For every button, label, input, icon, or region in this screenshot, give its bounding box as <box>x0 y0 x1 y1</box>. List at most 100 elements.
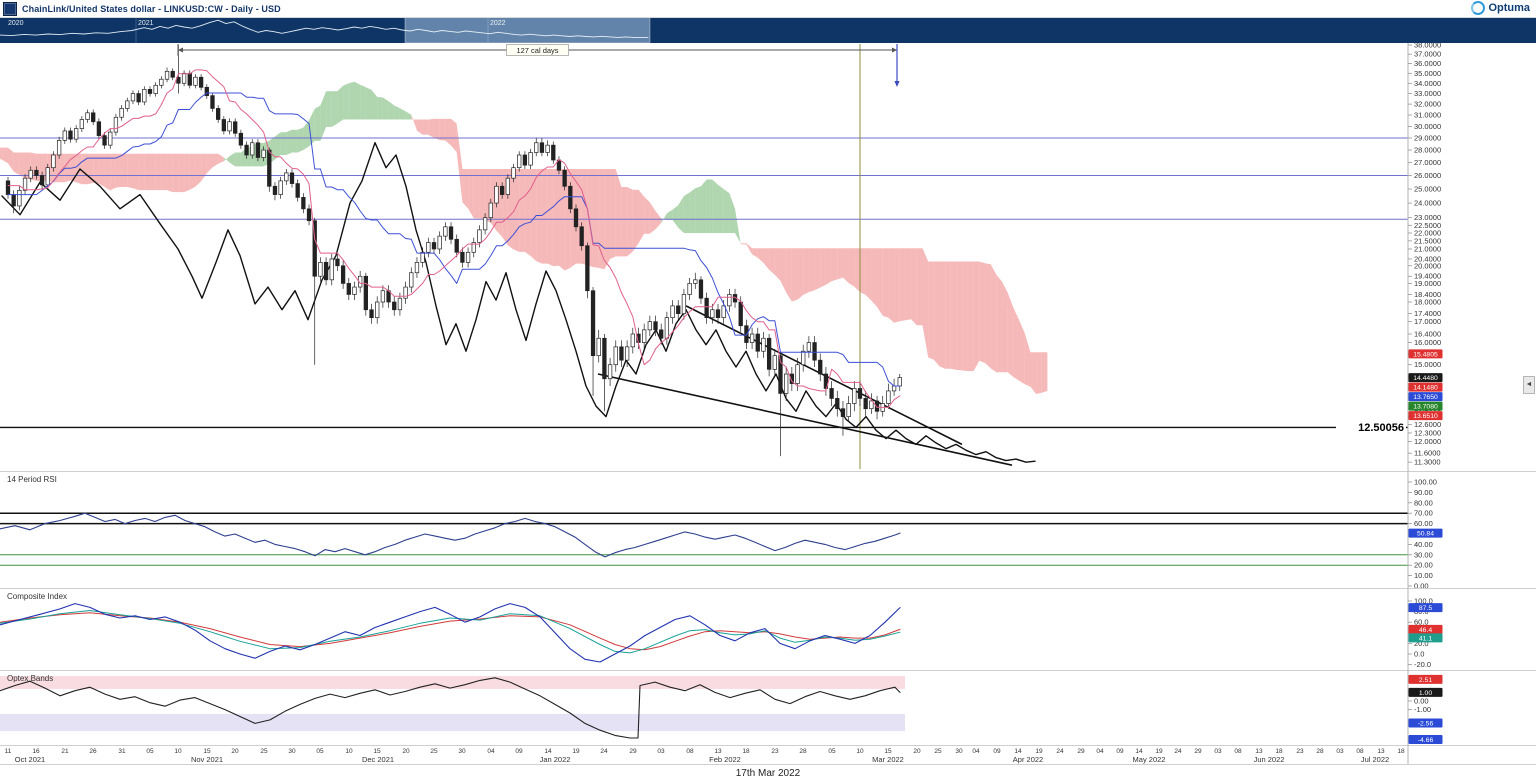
svg-text:18.4000: 18.4000 <box>1414 290 1441 299</box>
svg-text:05: 05 <box>828 748 836 755</box>
svg-text:12.6000: 12.6000 <box>1414 420 1441 429</box>
svg-text:30: 30 <box>288 748 296 755</box>
svg-text:05: 05 <box>146 748 154 755</box>
optuma-logo: Optuma <box>1471 1 1530 15</box>
svg-text:60.0: 60.0 <box>1414 618 1429 627</box>
svg-text:13.6510: 13.6510 <box>1413 413 1438 420</box>
svg-text:46.4: 46.4 <box>1419 627 1432 634</box>
svg-text:18: 18 <box>1275 748 1283 755</box>
measurement-annotation: 127 cal days <box>177 44 900 87</box>
chevron-left-icon: ◄ <box>1525 381 1533 388</box>
svg-text:28: 28 <box>1316 748 1324 755</box>
tenkan-line <box>7 69 901 408</box>
svg-text:21: 21 <box>61 748 69 755</box>
svg-text:29: 29 <box>1077 748 1085 755</box>
svg-text:08: 08 <box>1356 748 1364 755</box>
svg-text:03: 03 <box>657 748 665 755</box>
svg-text:70.00: 70.00 <box>1414 509 1433 518</box>
svg-text:16.0000: 16.0000 <box>1414 338 1441 347</box>
svg-text:19: 19 <box>1155 748 1163 755</box>
svg-text:15.4805: 15.4805 <box>1413 351 1438 358</box>
svg-text:24.0000: 24.0000 <box>1414 199 1441 208</box>
svg-text:35.0000: 35.0000 <box>1414 69 1441 78</box>
svg-text:27.0000: 27.0000 <box>1414 158 1441 167</box>
svg-text:0.0: 0.0 <box>1414 650 1424 659</box>
svg-text:23: 23 <box>1296 748 1304 755</box>
composite-index-panel[interactable]: 100.080.060.040.020.00.0-20.087.546.441.… <box>0 588 1536 670</box>
svg-text:Nov 2021: Nov 2021 <box>191 755 223 764</box>
svg-text:30: 30 <box>458 748 466 755</box>
svg-text:03: 03 <box>1336 748 1344 755</box>
svg-text:20.4000: 20.4000 <box>1414 254 1441 263</box>
svg-text:18: 18 <box>1397 748 1405 755</box>
svg-text:08: 08 <box>1234 748 1242 755</box>
svg-text:24: 24 <box>1174 748 1182 755</box>
svg-text:30.0000: 30.0000 <box>1414 122 1441 131</box>
svg-text:16: 16 <box>32 748 40 755</box>
svg-text:03: 03 <box>1214 748 1222 755</box>
svg-text:04: 04 <box>487 748 495 755</box>
svg-text:04: 04 <box>972 748 980 755</box>
svg-text:-4.66: -4.66 <box>1418 737 1434 744</box>
title-bar: ChainLink/United States dollar - LINKUSD… <box>0 0 1536 18</box>
svg-text:09: 09 <box>1116 748 1124 755</box>
svg-text:14: 14 <box>544 748 552 755</box>
svg-text:17.4000: 17.4000 <box>1414 309 1441 318</box>
svg-text:28.0000: 28.0000 <box>1414 146 1441 155</box>
svg-text:14.4480: 14.4480 <box>1413 375 1438 382</box>
svg-text:11.6000: 11.6000 <box>1414 449 1441 458</box>
svg-text:09: 09 <box>993 748 1001 755</box>
svg-text:20.00: 20.00 <box>1414 561 1433 570</box>
svg-text:Jul 2022: Jul 2022 <box>1361 755 1389 764</box>
svg-text:05: 05 <box>316 748 324 755</box>
svg-text:19.4000: 19.4000 <box>1414 272 1441 281</box>
price-chart-panel[interactable]: 12.50056 127 cal days 38.000037.000036.000… <box>0 43 1536 471</box>
rsi-panel-label: 14 Period RSI <box>7 475 57 484</box>
svg-text:19.0000: 19.0000 <box>1414 279 1441 288</box>
svg-text:29: 29 <box>629 748 637 755</box>
optex-panel-label: Optex Bands <box>7 674 54 683</box>
svg-text:Dec 2021: Dec 2021 <box>362 755 394 764</box>
svg-text:50.84: 50.84 <box>1417 531 1434 538</box>
svg-text:30: 30 <box>955 748 963 755</box>
svg-text:14: 14 <box>1135 748 1143 755</box>
svg-text:31.0000: 31.0000 <box>1414 111 1441 120</box>
svg-text:1.00: 1.00 <box>1419 690 1432 697</box>
svg-text:36.0000: 36.0000 <box>1414 59 1441 68</box>
svg-text:22.5000: 22.5000 <box>1414 221 1441 230</box>
optex-bands-panel[interactable]: 0.00-1.00 2.51 1.00 -2.56 -4.66 <box>0 670 1536 745</box>
svg-text:20.0: 20.0 <box>1414 639 1429 648</box>
panel-collapse-button[interactable]: ◄ <box>1523 376 1535 394</box>
svg-text:18: 18 <box>742 748 750 755</box>
svg-text:34.0000: 34.0000 <box>1414 79 1441 88</box>
overview-range-selector[interactable]: 2020 2021 2022 <box>0 17 1536 43</box>
svg-text:15.0000: 15.0000 <box>1414 360 1441 369</box>
svg-text:19: 19 <box>1035 748 1043 755</box>
time-axis[interactable]: 11 16 21 26 31 05 10 15 20 25 30 05 10 15 20 25 30 04 09 14… <box>0 745 1536 764</box>
svg-text:11.3000: 11.3000 <box>1414 458 1441 467</box>
svg-text:20: 20 <box>231 748 239 755</box>
svg-text:25: 25 <box>934 748 942 755</box>
svg-text:37.0000: 37.0000 <box>1414 50 1441 59</box>
svg-text:12.50056: 12.50056 <box>1358 422 1404 434</box>
svg-text:10: 10 <box>856 748 864 755</box>
svg-text:87.5: 87.5 <box>1419 605 1432 612</box>
app-icon <box>3 1 17 16</box>
svg-text:15: 15 <box>203 748 211 755</box>
svg-text:Mar 2022: Mar 2022 <box>872 755 904 764</box>
svg-text:Feb 2022: Feb 2022 <box>709 755 741 764</box>
svg-text:90.00: 90.00 <box>1414 488 1433 497</box>
svg-text:11: 11 <box>5 748 12 755</box>
svg-text:23: 23 <box>771 748 779 755</box>
svg-text:13.7080: 13.7080 <box>1413 404 1438 411</box>
svg-text:2022: 2022 <box>490 20 506 27</box>
svg-text:100.00: 100.00 <box>1414 478 1437 487</box>
svg-text:29: 29 <box>1194 748 1202 755</box>
svg-text:100.0: 100.0 <box>1414 597 1433 606</box>
svg-text:09: 09 <box>515 748 523 755</box>
svg-text:-2.56: -2.56 <box>1418 721 1434 728</box>
svg-text:15: 15 <box>884 748 892 755</box>
status-bar: 17th Mar 2022 <box>0 764 1536 783</box>
svg-text:80.00: 80.00 <box>1414 498 1433 507</box>
